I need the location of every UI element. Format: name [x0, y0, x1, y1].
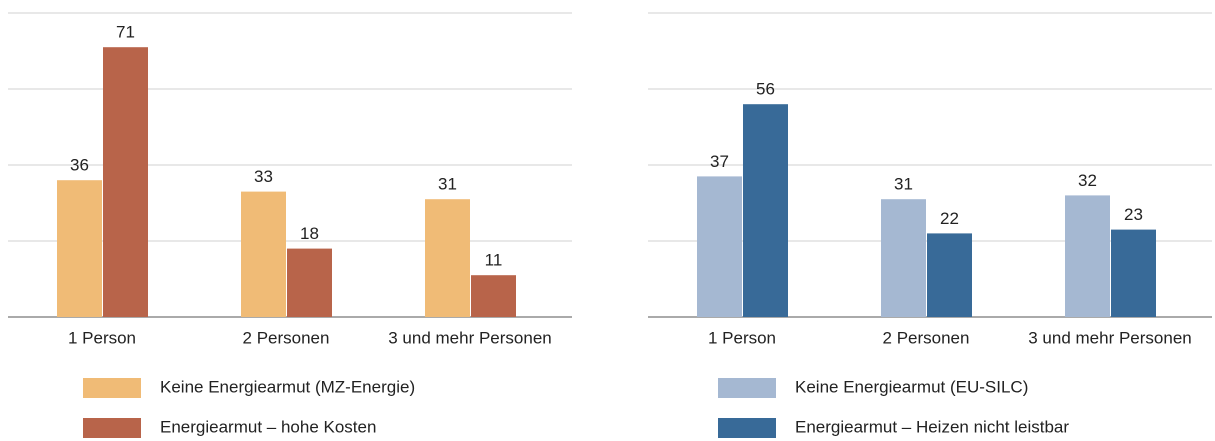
bar — [57, 180, 102, 317]
bar — [1111, 229, 1156, 317]
bar — [927, 233, 972, 317]
x-tick-label: 2 Personen — [243, 328, 330, 347]
legend-swatch — [83, 378, 141, 398]
data-label: 22 — [940, 209, 959, 228]
legend-label: Keine Energiearmut (EU-SILC) — [795, 377, 1028, 396]
bar — [743, 104, 788, 317]
legend-swatch — [718, 418, 776, 438]
data-label: 18 — [300, 224, 319, 243]
data-label: 32 — [1078, 171, 1097, 190]
data-label: 36 — [70, 156, 89, 175]
legend-swatch — [83, 418, 141, 438]
data-label: 11 — [485, 251, 503, 270]
data-label: 23 — [1124, 205, 1143, 224]
bar — [697, 176, 742, 317]
bar — [103, 47, 148, 317]
legend-label: Keine Energiearmut (MZ-Energie) — [160, 377, 415, 396]
data-label: 37 — [710, 152, 729, 171]
bar — [425, 199, 470, 317]
bar — [881, 199, 926, 317]
bar — [1065, 195, 1110, 317]
x-tick-label: 2 Personen — [883, 328, 970, 347]
data-label: 56 — [756, 80, 775, 99]
x-tick-label: 3 und mehr Personen — [1028, 328, 1192, 347]
data-label: 31 — [894, 175, 913, 194]
x-tick-label: 3 und mehr Personen — [388, 328, 552, 347]
data-label: 71 — [116, 23, 135, 42]
bar — [241, 191, 286, 317]
bar — [287, 248, 332, 317]
legend-label: Energiearmut – hohe Kosten — [160, 417, 376, 436]
bar — [471, 275, 516, 317]
x-tick-label: 1 Person — [708, 328, 776, 347]
data-label: 33 — [254, 167, 273, 186]
legend-label: Energiearmut – Heizen nicht leistbar — [795, 417, 1069, 436]
data-label: 31 — [438, 175, 457, 194]
legend-swatch — [718, 378, 776, 398]
x-tick-label: 1 Person — [68, 328, 136, 347]
